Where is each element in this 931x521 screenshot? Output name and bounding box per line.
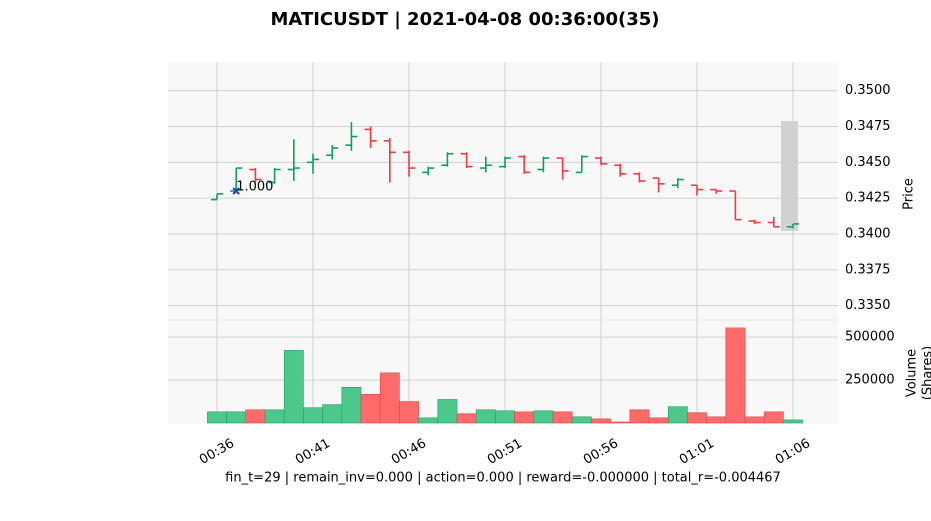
volume-bar xyxy=(457,414,476,423)
highlight xyxy=(781,121,798,231)
x-tick-label: 00:56 xyxy=(581,436,621,468)
volume-bar xyxy=(745,417,764,423)
volume-bar xyxy=(649,418,668,423)
footer: fin_t=29 | remain_inv=0.000 | action=0.0… xyxy=(225,471,781,486)
volume-bar xyxy=(323,405,342,423)
volume-bar xyxy=(707,417,726,423)
volume-bar xyxy=(668,407,687,423)
volume-bar xyxy=(342,387,361,423)
x-tick-label: 01:06 xyxy=(773,436,813,468)
volume-bar xyxy=(380,373,399,423)
volume-bar xyxy=(591,419,610,423)
y-tick-label: 0.3500 xyxy=(845,83,891,98)
y-axis-label: Price xyxy=(902,178,917,210)
y-tick-label: 500000 xyxy=(845,330,895,345)
volume-axis-label: (Shares) xyxy=(921,346,931,400)
volume-bar xyxy=(227,412,246,423)
volume-bar xyxy=(265,410,284,423)
y-tick-label: 250000 xyxy=(845,373,895,388)
volume-bar xyxy=(476,410,495,423)
volume-bar xyxy=(726,328,745,423)
y-tick-label: 0.3450 xyxy=(845,155,891,170)
y-tick-label: 0.3400 xyxy=(845,227,891,242)
volume-bar xyxy=(630,410,649,423)
volume-bar xyxy=(783,420,802,423)
volume-bar xyxy=(399,402,418,423)
volume-bar xyxy=(438,399,457,423)
x-tick-label: 00:46 xyxy=(389,436,429,468)
y-tick-label: 0.3350 xyxy=(845,298,891,313)
x-tick-label: 00:41 xyxy=(293,436,333,468)
y-tick-label: 0.3375 xyxy=(845,262,891,277)
marker-label: 1.000 xyxy=(236,180,273,195)
volume-bar xyxy=(687,413,706,423)
y-tick-label: 0.3425 xyxy=(845,191,891,206)
volume-bar xyxy=(207,412,226,423)
x-tick-label: 01:01 xyxy=(677,436,717,468)
x-tick-label: 00:36 xyxy=(197,436,237,468)
volume-bar xyxy=(611,422,630,423)
volume-bar xyxy=(246,410,265,423)
x-tick-label: 00:51 xyxy=(485,436,525,468)
volume-bar xyxy=(553,412,572,423)
y-tick-label: 0.3475 xyxy=(845,119,891,134)
volume-bar xyxy=(534,411,553,423)
volume-bar xyxy=(361,394,380,423)
volume-bar xyxy=(495,411,514,423)
volume-bar xyxy=(515,412,534,423)
volume-bar xyxy=(419,418,438,423)
volume-bar xyxy=(572,417,591,423)
volume-bar xyxy=(764,412,783,423)
volume-bar xyxy=(303,408,322,423)
chart-title: MATICUSDT | 2021-04-08 00:36:00(35) xyxy=(271,9,660,30)
volume-bar xyxy=(284,350,303,423)
volume-axis-label: Volume xyxy=(905,349,920,397)
